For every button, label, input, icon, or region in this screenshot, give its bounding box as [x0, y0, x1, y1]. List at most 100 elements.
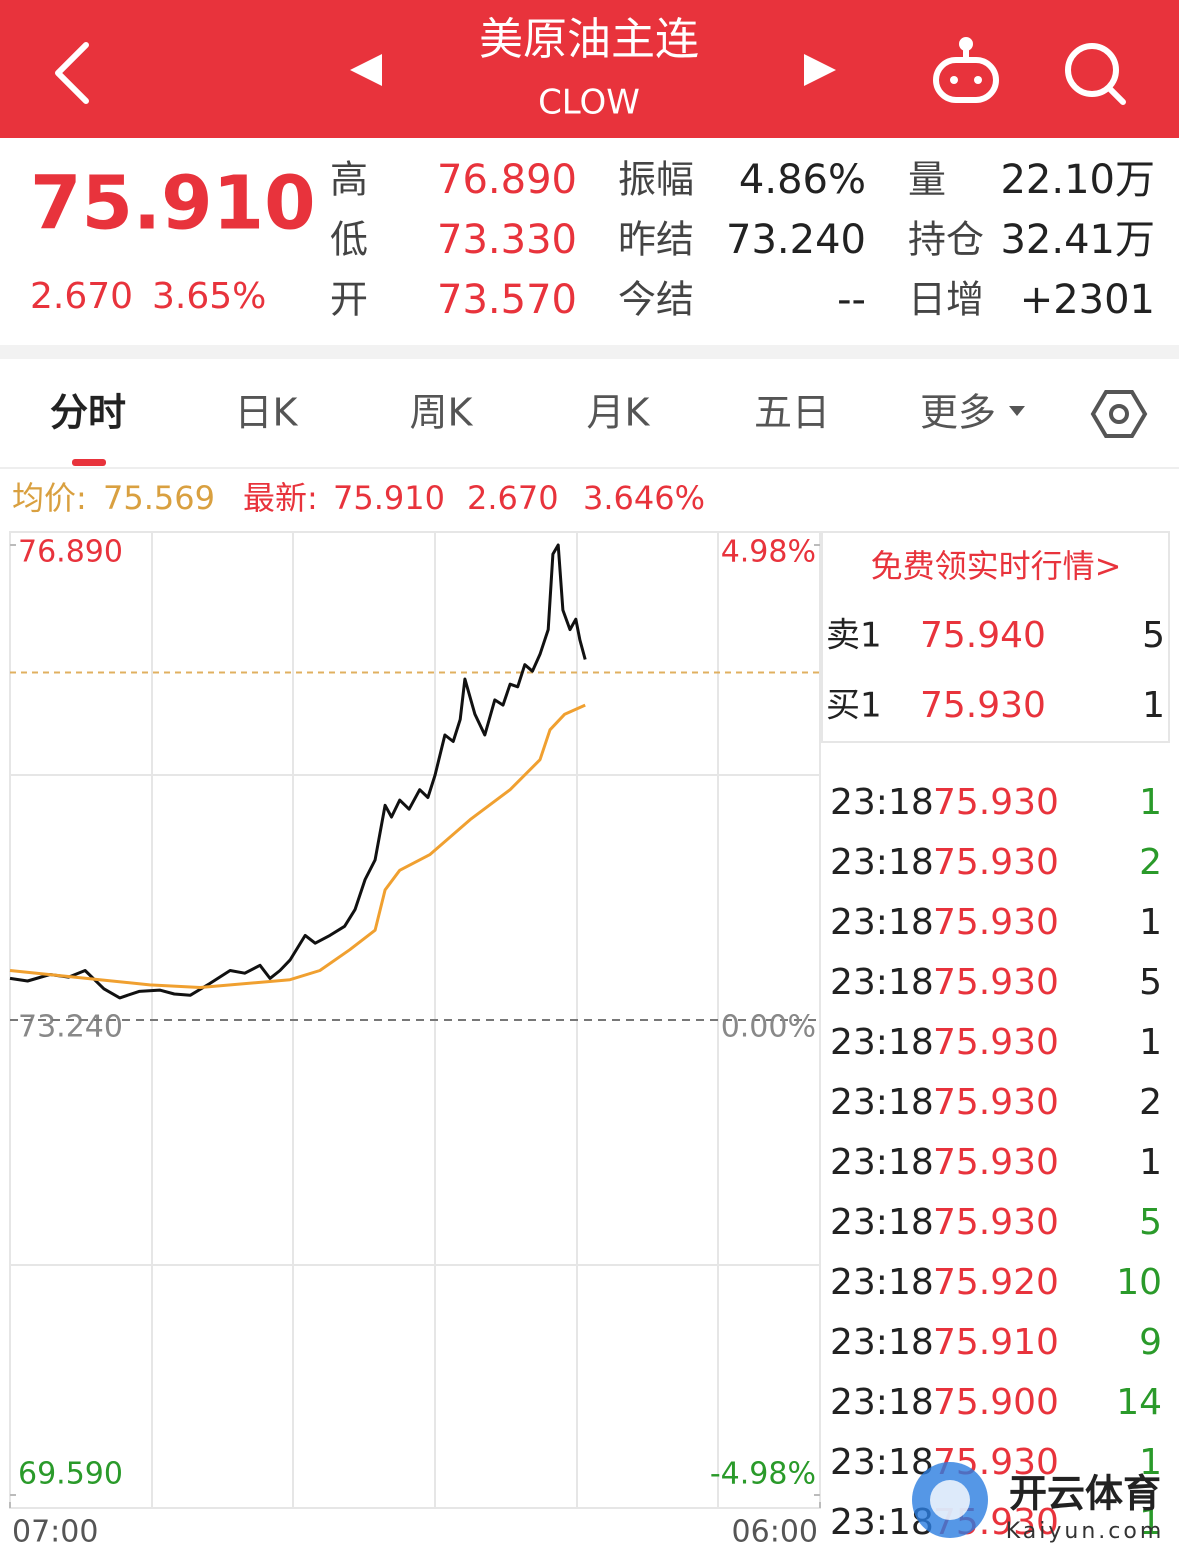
trade-list: 23:18 75.930 123:18 75.930 223:18 75.930 123:1…: [830, 782, 1162, 1543]
tab[interactable]: 五日: [754, 391, 830, 435]
level-volume: 5: [1142, 615, 1165, 656]
stat-label: 开: [330, 278, 368, 322]
stat-label: 今结: [618, 278, 694, 322]
order-book-levels: 卖1 75.940 5 买1 75.930 1: [826, 615, 1165, 726]
trade-time: 23:18: [830, 902, 934, 943]
level-price: 75.940: [920, 615, 1046, 656]
trade-time: 23:18: [830, 1202, 934, 1243]
watermark-url: Kaiyun.com: [1006, 1519, 1165, 1544]
level-price: 75.930: [920, 685, 1046, 726]
stat-value: 73.330: [437, 217, 577, 263]
code: CLOW: [538, 83, 640, 123]
level-side: 买1: [826, 686, 882, 726]
trade-time: 23:18: [830, 1022, 934, 1063]
tab-bar: 分时 日K 周K 月K 五日 更多: [50, 391, 996, 435]
trade-price: 75.930: [933, 842, 1059, 883]
stat-value: 22.10万: [1000, 157, 1155, 203]
more-caret: [1009, 406, 1025, 416]
y2-tick-label: -4.98%: [710, 1457, 816, 1492]
latest-change-pct: 3.646%: [583, 479, 705, 517]
trade-volume: 9: [1139, 1322, 1162, 1363]
trade-volume: 1: [1139, 1502, 1162, 1543]
trade-time: 23:18: [830, 782, 934, 823]
stat-label: 持仓: [908, 218, 984, 262]
trade-time: 23:18: [830, 1142, 934, 1183]
y2-tick-label: 4.98%: [721, 535, 816, 570]
trade-time: 23:18: [830, 1442, 934, 1483]
level-volume: 1: [1142, 685, 1165, 726]
stat-label: 昨结: [618, 218, 694, 262]
x-tick-label: 06:00: [732, 1515, 818, 1550]
back-button[interactable]: [55, 42, 89, 104]
price-line: [9, 543, 587, 1000]
trade-price: 75.930: [933, 1202, 1059, 1243]
y-tick-label: 69.590: [18, 1457, 123, 1492]
stat-value: 32.41万: [1000, 217, 1155, 263]
trade-volume: 2: [1139, 1082, 1162, 1123]
trade-price: 75.910: [933, 1322, 1059, 1363]
trade-price: 75.900: [933, 1382, 1059, 1423]
intraday-chart: 76.890 73.240 69.590 4.98% 0.00% -4.98% 07:00 0…: [9, 535, 821, 1550]
watermark-text: 开云体育: [1009, 1472, 1161, 1516]
y2-tick-label: 0.00%: [721, 1010, 816, 1045]
last-price: 75.910: [30, 161, 316, 247]
trade-volume: 2: [1139, 842, 1162, 883]
x-tick-label: 07:00: [12, 1515, 98, 1550]
next-button[interactable]: [804, 54, 836, 86]
trade-volume: 5: [1139, 1202, 1162, 1243]
trade-volume: 1: [1139, 902, 1162, 943]
stat-label: 低: [330, 218, 368, 262]
average-line: [9, 703, 586, 989]
latest-change: 2.670: [467, 479, 559, 517]
order-book: [821, 531, 1170, 743]
stat-value: 4.86%: [739, 157, 866, 203]
stat-label: 量: [908, 158, 946, 202]
settings-icon[interactable]: [1090, 390, 1148, 438]
trade-volume: 1: [1139, 782, 1162, 823]
stat-value: 73.240: [726, 217, 866, 263]
trade-time: 23:18: [830, 1082, 934, 1123]
trade-time: 23:18: [830, 962, 934, 1003]
search-icon[interactable]: [1065, 43, 1126, 105]
latest-label: 最新:: [243, 479, 318, 517]
promo-link[interactable]: 免费领实时行情>: [871, 547, 1122, 585]
trade-time: 23:18: [830, 1382, 934, 1423]
trade-time: 23:18: [830, 842, 934, 883]
trade-volume: 1: [1139, 1142, 1162, 1183]
trade-price: 75.920: [933, 1262, 1059, 1303]
tab[interactable]: 周K: [410, 391, 474, 435]
tab[interactable]: 月K: [587, 391, 651, 435]
prev-button[interactable]: [350, 54, 382, 86]
trade-volume: 5: [1139, 962, 1162, 1003]
trade-price: 75.930: [933, 782, 1059, 823]
stat-value: --: [837, 277, 866, 323]
robot-icon[interactable]: [933, 37, 999, 103]
price-change-pct: 3.65%: [152, 276, 266, 317]
trade-volume: 1: [1139, 1022, 1162, 1063]
tab[interactable]: 分时: [50, 391, 126, 435]
stat-label: 振幅: [618, 158, 694, 202]
trade-price: 75.930: [933, 1022, 1059, 1063]
stat-label: 高: [330, 158, 368, 202]
trade-price: 75.930: [933, 962, 1059, 1003]
trade-price: 75.930: [933, 902, 1059, 943]
avg-price: 75.569: [103, 479, 215, 517]
title: 美原油主连: [479, 14, 699, 65]
tab[interactable]: 日K: [235, 391, 299, 435]
trade-price: 75.930: [933, 1082, 1059, 1123]
trade-time: 23:18: [830, 1262, 934, 1303]
active-tab-indicator: [72, 459, 106, 466]
stat-value: 73.570: [437, 277, 577, 323]
level-side: 卖1: [826, 616, 882, 656]
avg-label: 均价:: [12, 479, 87, 517]
tab[interactable]: 更多: [920, 391, 996, 435]
y-tick-label: 76.890: [18, 535, 123, 570]
header-bar: [0, 0, 1179, 138]
trade-volume: 10: [1116, 1262, 1162, 1303]
trade-volume: 1: [1139, 1442, 1162, 1483]
trade-time: 23:18: [830, 1322, 934, 1363]
stat-label: 日增: [908, 278, 984, 322]
